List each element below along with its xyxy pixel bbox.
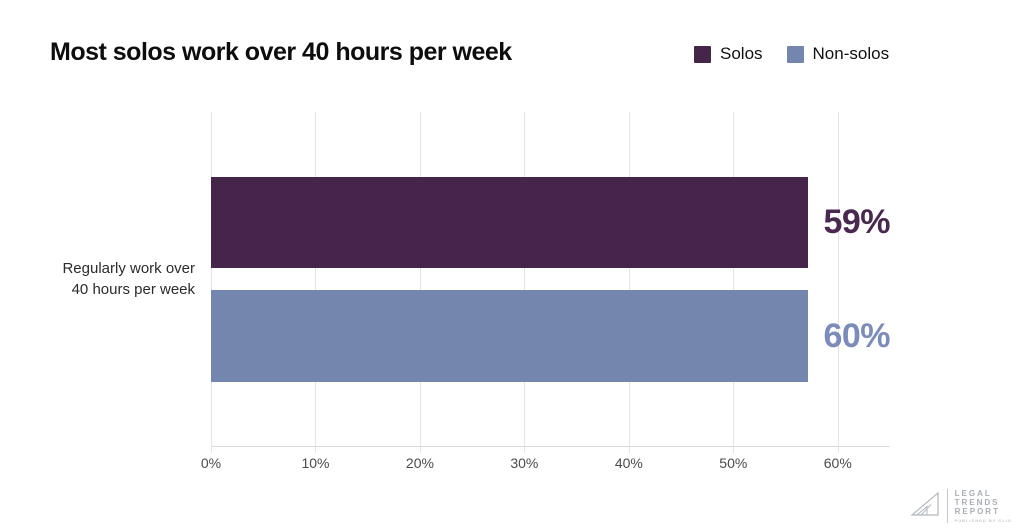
logo-line-legal: LEGAL: [954, 489, 992, 498]
plot-area: 59% 60%: [211, 112, 890, 453]
x-tick-label: 10%: [301, 455, 330, 471]
gridline: [733, 112, 735, 453]
chart-title: Most solos work over 40 hours per week: [50, 38, 512, 66]
gridline: [524, 112, 526, 453]
bar-row-non-solos: 60%: [211, 290, 890, 382]
x-tick-label: 50%: [719, 455, 748, 471]
x-tick-label: 60%: [823, 455, 852, 471]
legend-item-solos: Solos: [694, 44, 763, 64]
logo-line-report: REPORT: [954, 507, 1000, 516]
y-category-label-line1: Regularly work over: [62, 260, 195, 277]
x-axis-labels: 0% 10% 20% 30% 40% 50% 60%: [201, 455, 890, 475]
x-tick-label: 0%: [200, 455, 222, 471]
gridline: [837, 112, 839, 453]
solos-swatch-icon: [694, 45, 711, 63]
trends-triangle-icon: [909, 491, 940, 522]
y-category-label-line2: 40 hours per week: [71, 281, 195, 298]
non-solos-swatch-icon: [786, 45, 804, 63]
gridline: [211, 112, 212, 453]
value-label-solos: 59%: [823, 203, 890, 241]
bar-non-solos: [211, 290, 809, 382]
gridline: [315, 112, 317, 453]
legend-label-solos: Solos: [720, 44, 763, 63]
x-tick-label: 40%: [614, 455, 643, 471]
gridline: [419, 112, 421, 453]
legend-item-non-solos: Non-solos: [786, 44, 890, 64]
gridline: [628, 112, 630, 453]
bar-row-solos: 59%: [211, 177, 890, 268]
legend: Solos Non-solos: [694, 44, 889, 64]
x-tick-label: 20%: [405, 455, 434, 471]
legal-trends-report-logo: LEGAL TRENDS REPORT PUBLISHED BY CLIO: [909, 489, 1012, 523]
logo-line-trends: TRENDS: [954, 498, 1000, 507]
x-tick-label: 30%: [510, 455, 539, 471]
logo-text: LEGAL TRENDS REPORT PUBLISHED BY CLIO: [946, 489, 1012, 523]
value-label-non-solos: 60%: [823, 316, 890, 355]
y-category-label: Regularly work over 40 hours per week: [30, 258, 195, 300]
logo-tagline: PUBLISHED BY CLIO: [954, 518, 1012, 523]
legend-label-non-solos: Non-solos: [812, 44, 890, 63]
bar-solos: [211, 177, 809, 268]
